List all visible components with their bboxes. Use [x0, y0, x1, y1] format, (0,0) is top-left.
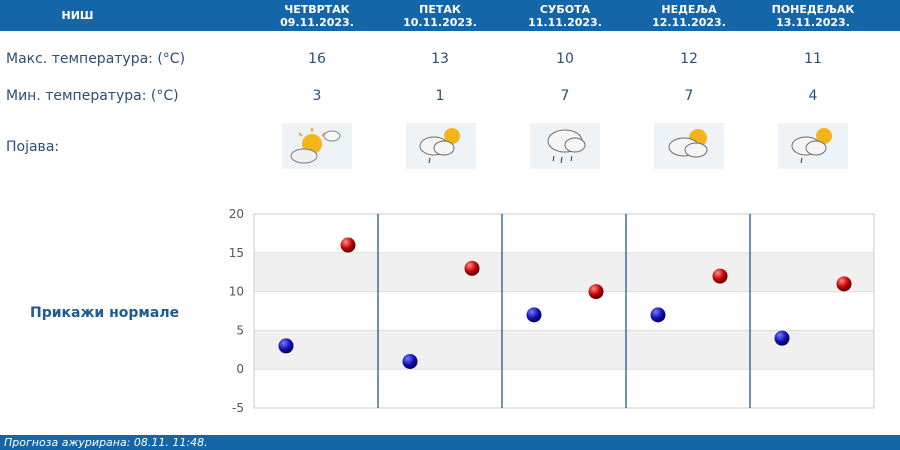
city-name: НИШ: [61, 9, 94, 22]
day-date: 13.11.2023.: [776, 16, 850, 29]
grid-band: [254, 252, 874, 292]
max-temp-label: Макс. температура: (°C): [6, 51, 186, 67]
show-normals-link[interactable]: Прикажи нормале: [30, 305, 180, 321]
day-date: 11.11.2023.: [528, 16, 602, 29]
day-header: ПОНЕДЕЉАК 13.11.2023.: [768, 3, 858, 29]
min-temp-point: [774, 330, 790, 346]
y-tick-label: 0: [236, 362, 244, 376]
max-temp-value: 12: [680, 51, 698, 67]
grid-band: [254, 291, 874, 331]
max-temp-value: 16: [308, 51, 326, 67]
day-header: НЕДЕЉА 12.11.2023.: [649, 3, 729, 29]
day-header: СУБОТА 11.11.2023.: [525, 3, 605, 29]
y-tick-label: 5: [236, 323, 244, 337]
day-date: 09.11.2023.: [280, 16, 354, 29]
max-temp-value: 10: [556, 51, 574, 67]
min-temp-point: [650, 307, 666, 323]
max-temp-point: [588, 284, 604, 300]
min-temp-value: 4: [808, 88, 818, 104]
cloud-rain-icon: [530, 123, 600, 169]
header-bar: НИШ ЧЕТВРТАК 09.11.2023. ПЕТАК 10.11.202…: [0, 0, 900, 31]
day-name: ПЕТАК: [419, 3, 461, 16]
day-name: ПОНЕДЕЉАК: [771, 3, 855, 16]
min-temp-point: [526, 307, 542, 323]
grid-band: [254, 369, 874, 408]
min-temp-point: [402, 353, 418, 369]
min-temp-label: Мин. температура: (°C): [6, 88, 179, 104]
sun-cloud-icon: [282, 123, 352, 169]
y-tick-label: 20: [229, 207, 244, 221]
max-temp-point: [712, 268, 728, 284]
grid-band: [254, 330, 874, 370]
plot-frame: [253, 213, 875, 409]
day-name: НЕДЕЉА: [661, 3, 717, 16]
max-temp-point: [464, 260, 480, 276]
sun-cloud-icon: [654, 123, 724, 169]
cloud-sun-drizzle-icon: [778, 123, 848, 169]
y-tick-label: 10: [229, 285, 244, 299]
cloud-sun-drizzle-icon: [406, 123, 476, 169]
min-temp-value: 3: [312, 88, 322, 104]
day-header: ЧЕТВРТАК 09.11.2023.: [277, 3, 357, 29]
max-temp-point: [340, 237, 356, 253]
forecast-updated-text: Прогноза ажурирана: 08.11. 11:48.: [4, 436, 208, 449]
day-header: ПЕТАК 10.11.2023.: [400, 3, 480, 29]
day-date: 12.11.2023.: [652, 16, 726, 29]
min-temp-point: [278, 338, 294, 354]
min-temp-value: 7: [684, 88, 694, 104]
min-temp-value: 1: [435, 88, 445, 104]
day-name: СУБОТА: [539, 3, 591, 16]
max-temp-value: 11: [804, 51, 822, 67]
phenomenon-label: Појава:: [6, 139, 60, 155]
day-date: 10.11.2023.: [403, 16, 477, 29]
y-tick-label: -5: [232, 401, 244, 415]
max-temp-point: [836, 276, 852, 292]
y-tick-label: 15: [229, 246, 244, 260]
footer-bar: Прогноза ажурирана: 08.11. 11:48.: [0, 435, 900, 450]
grid-band: [254, 214, 874, 253]
max-temp-value: 13: [431, 51, 449, 67]
min-temp-value: 7: [560, 88, 570, 104]
day-name: ЧЕТВРТАК: [284, 3, 350, 16]
